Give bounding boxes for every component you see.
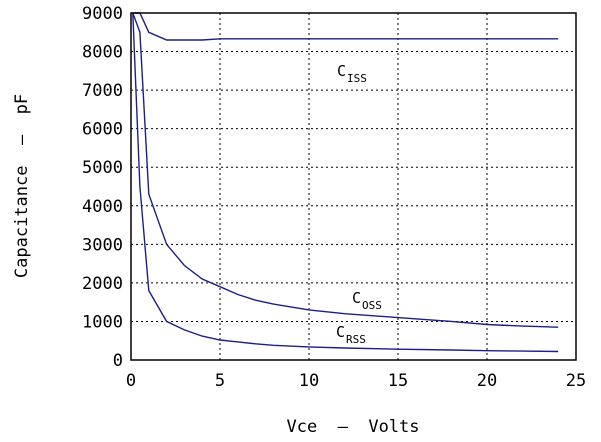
x-tick-label: 20 <box>477 371 497 391</box>
series-label-ciss: C ISS <box>337 62 367 85</box>
y-tick-label: 5000 <box>82 158 123 178</box>
x-tick-label: 25 <box>566 371 586 391</box>
x-tick-label: 15 <box>388 371 408 391</box>
series-label-sub: OSS <box>362 299 382 312</box>
series-label-main: C <box>336 323 345 341</box>
series-lines <box>132 12 559 353</box>
plot-frame <box>130 12 577 361</box>
y-tick-label: 3000 <box>82 235 123 255</box>
x-tick-label: 5 <box>215 371 225 391</box>
series-line-coss <box>132 12 559 328</box>
y-tick-label: 9000 <box>82 4 123 24</box>
y-axis-title: Capacitance — pF <box>12 94 32 278</box>
series-label-coss: C OSS <box>352 289 382 312</box>
series-label-main: C <box>337 62 346 80</box>
y-tick-label: 7000 <box>82 81 123 101</box>
x-axis-title: Vce — Volts <box>286 417 419 437</box>
x-tick-label: 10 <box>299 371 319 391</box>
series-label-sub: RSS <box>346 333 366 346</box>
series-label-crss: C RSS <box>336 323 366 346</box>
y-tick-label: 6000 <box>82 120 123 140</box>
series-label-main: C <box>352 289 361 307</box>
y-tick-label: 1000 <box>82 312 123 332</box>
y-tick-label: 4000 <box>82 197 123 217</box>
series-line-crss <box>132 12 559 353</box>
series-line-ciss <box>132 12 559 41</box>
grid <box>131 13 576 360</box>
x-tick-label: 0 <box>126 371 136 391</box>
y-tick-label: 0 <box>113 351 123 371</box>
y-tick-label: 8000 <box>82 43 123 63</box>
tick-labels: 0 5 10 15 20 25 0 1000 2000 3000 4000 5000 6000 7000 8… <box>82 4 586 391</box>
series-label-sub: ISS <box>347 72 367 85</box>
y-tick-label: 2000 <box>82 274 123 294</box>
